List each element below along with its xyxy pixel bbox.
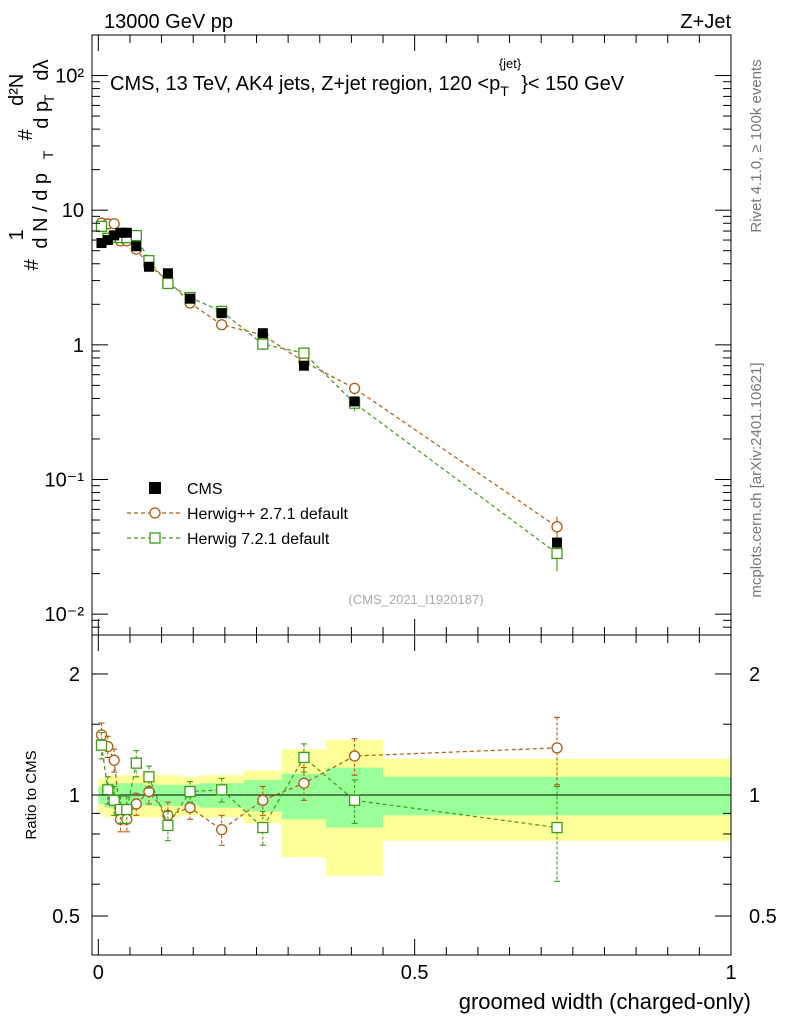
ylabel-hash2: # [15,128,37,140]
herwig7-ratio-point [162,819,174,832]
analysis-watermark: (CMS_2021_I1920187) [348,592,483,607]
herwig7-point [298,347,310,359]
herwig7-point [551,547,563,560]
herwig7-point [257,338,269,350]
ylabel-den2: d p [31,101,53,129]
herwigpp-ratio-point [551,742,563,754]
herwigpp-ratio-point [257,794,269,806]
ylabel-den2-sub: T [41,94,57,103]
ylabel-den-sub: T [40,150,56,159]
header-process: Z+Jet [680,11,731,33]
herwig7-ratio-point [551,821,563,834]
herwigpp-ratio-point [348,750,361,762]
cms-point [298,360,309,371]
ylabel-one: 1 [6,229,28,240]
herwig7-ratio-point [130,757,142,769]
legend-marker [149,507,161,519]
legend-label: CMS [187,481,223,498]
legend-marker-cms [149,482,161,494]
main-panel-axes: 10⁻² 10⁻¹ 1 10 10² [45,34,732,636]
herwigpp-ratio-point [216,824,228,836]
y-tick-label: 10⁻¹ [45,469,85,491]
mcplots-label: mcplots.cern.ch [arXiv:2401.10621] [748,362,765,597]
herwig7-point [162,277,174,290]
cms-point [162,268,173,279]
panel-title-sub: T [500,83,509,99]
panel-title-end: }< 150 GeV [521,73,625,95]
x-axis-label: groomed width (charged-only) [459,989,751,1014]
herwigpp-point [551,521,563,533]
cms-point [109,230,120,241]
ratio-panel-axes: 0 0.5 1 0.5 0.5 1 1 2 2 [52,635,777,984]
legend-marker [149,532,161,544]
main-panel-content [95,217,563,572]
ratio-y-tick-label-right: 1 [749,785,760,807]
y-tick-label: 10 [62,200,84,222]
cms-point [143,261,154,272]
cms-point [96,238,107,249]
herwig7-point [95,220,108,233]
cms-point [257,328,268,339]
ylabel-den: d N / d p [30,173,52,249]
ratio-panel: 0 0.5 1 0.5 0.5 1 1 2 2 Ratio to CMS groomed wid… [23,634,777,1014]
ylabel-hash: # [21,258,43,270]
ratio-panel-content [92,716,731,882]
legend: CMS Herwig++ 2.7.1 default Herwig 7.2.1 de… [127,481,349,548]
herwig7-ratio-point [121,803,133,816]
legend-label: Herwig 7.2.1 default [187,531,330,548]
ratio-y-tick-label-right: 2 [749,664,760,686]
y-tick-label: 1 [73,335,84,357]
herwig7-ratio-point [298,751,310,764]
ratio-y-tick-label: 1 [69,785,80,807]
herwig7-ratio-point [95,739,108,751]
herwigpp-ratio-point [108,754,120,766]
panel-title-sup: {jet} [499,56,522,71]
herwig7-ratio-point [108,794,120,806]
ylabel-den2-tail: dλ [31,59,53,80]
herwigpp-point [216,319,228,331]
herwig7-ratio-point [348,794,361,806]
main-y-axis-label: # 1 d N / d p T # d²N d p T dλ [6,59,59,270]
x-tick-label: 1 [725,962,736,984]
herwigpp-ratio-point [184,802,196,814]
cms-point [131,241,142,252]
main-panel: 10⁻² 10⁻¹ 1 10 10² CMS, 13 TeV, AK4 jets, Z+… [6,34,732,636]
herwigpp-point [348,382,361,395]
legend-label: Herwig++ 2.7.1 default [187,506,349,523]
rivet-version-label: Rivet 4.1.0, ≥ 100k events [748,59,765,232]
ratio-y-tick-label: 2 [69,664,80,686]
panel-title: CMS, 13 TeV, AK4 jets, Z+jet region, 120… [110,56,625,99]
cms-point [102,235,113,246]
herwig7-ratio-point [184,785,196,798]
x-tick-label: 0 [93,962,104,984]
cms-point [552,537,563,548]
ratio-y-tick-label-right: 0.5 [749,906,777,928]
herwig7-ratio-point [143,771,155,783]
svg-text:# 1 d N / d p: # 1 d N / d p T # d²N d p T dλ [6,59,59,270]
cms-point [115,227,126,238]
header-energy: 13000 GeV pp [104,11,233,33]
herwigpp-point [108,218,120,230]
cms-point [349,396,360,407]
y-tick-label: 10² [55,66,84,88]
herwigpp-ratio-line [100,734,558,831]
herwigpp-ratio-point [130,798,142,810]
y-tick-label: 10⁻² [45,604,85,626]
x-tick-label: 0.5 [401,962,429,984]
herwig7-ratio-point [216,784,228,796]
herwig7-ratio-point [257,821,269,834]
cms-point [216,308,227,319]
cms-point [185,293,196,304]
cms-point [121,227,132,238]
ratio-y-axis-label: Ratio to CMS [23,750,40,839]
ratio-y-tick-label: 0.5 [52,906,80,928]
ylabel-num2: d²N [6,74,28,106]
herwigpp-ratio-point [298,777,310,789]
herwig7-point [130,229,142,242]
